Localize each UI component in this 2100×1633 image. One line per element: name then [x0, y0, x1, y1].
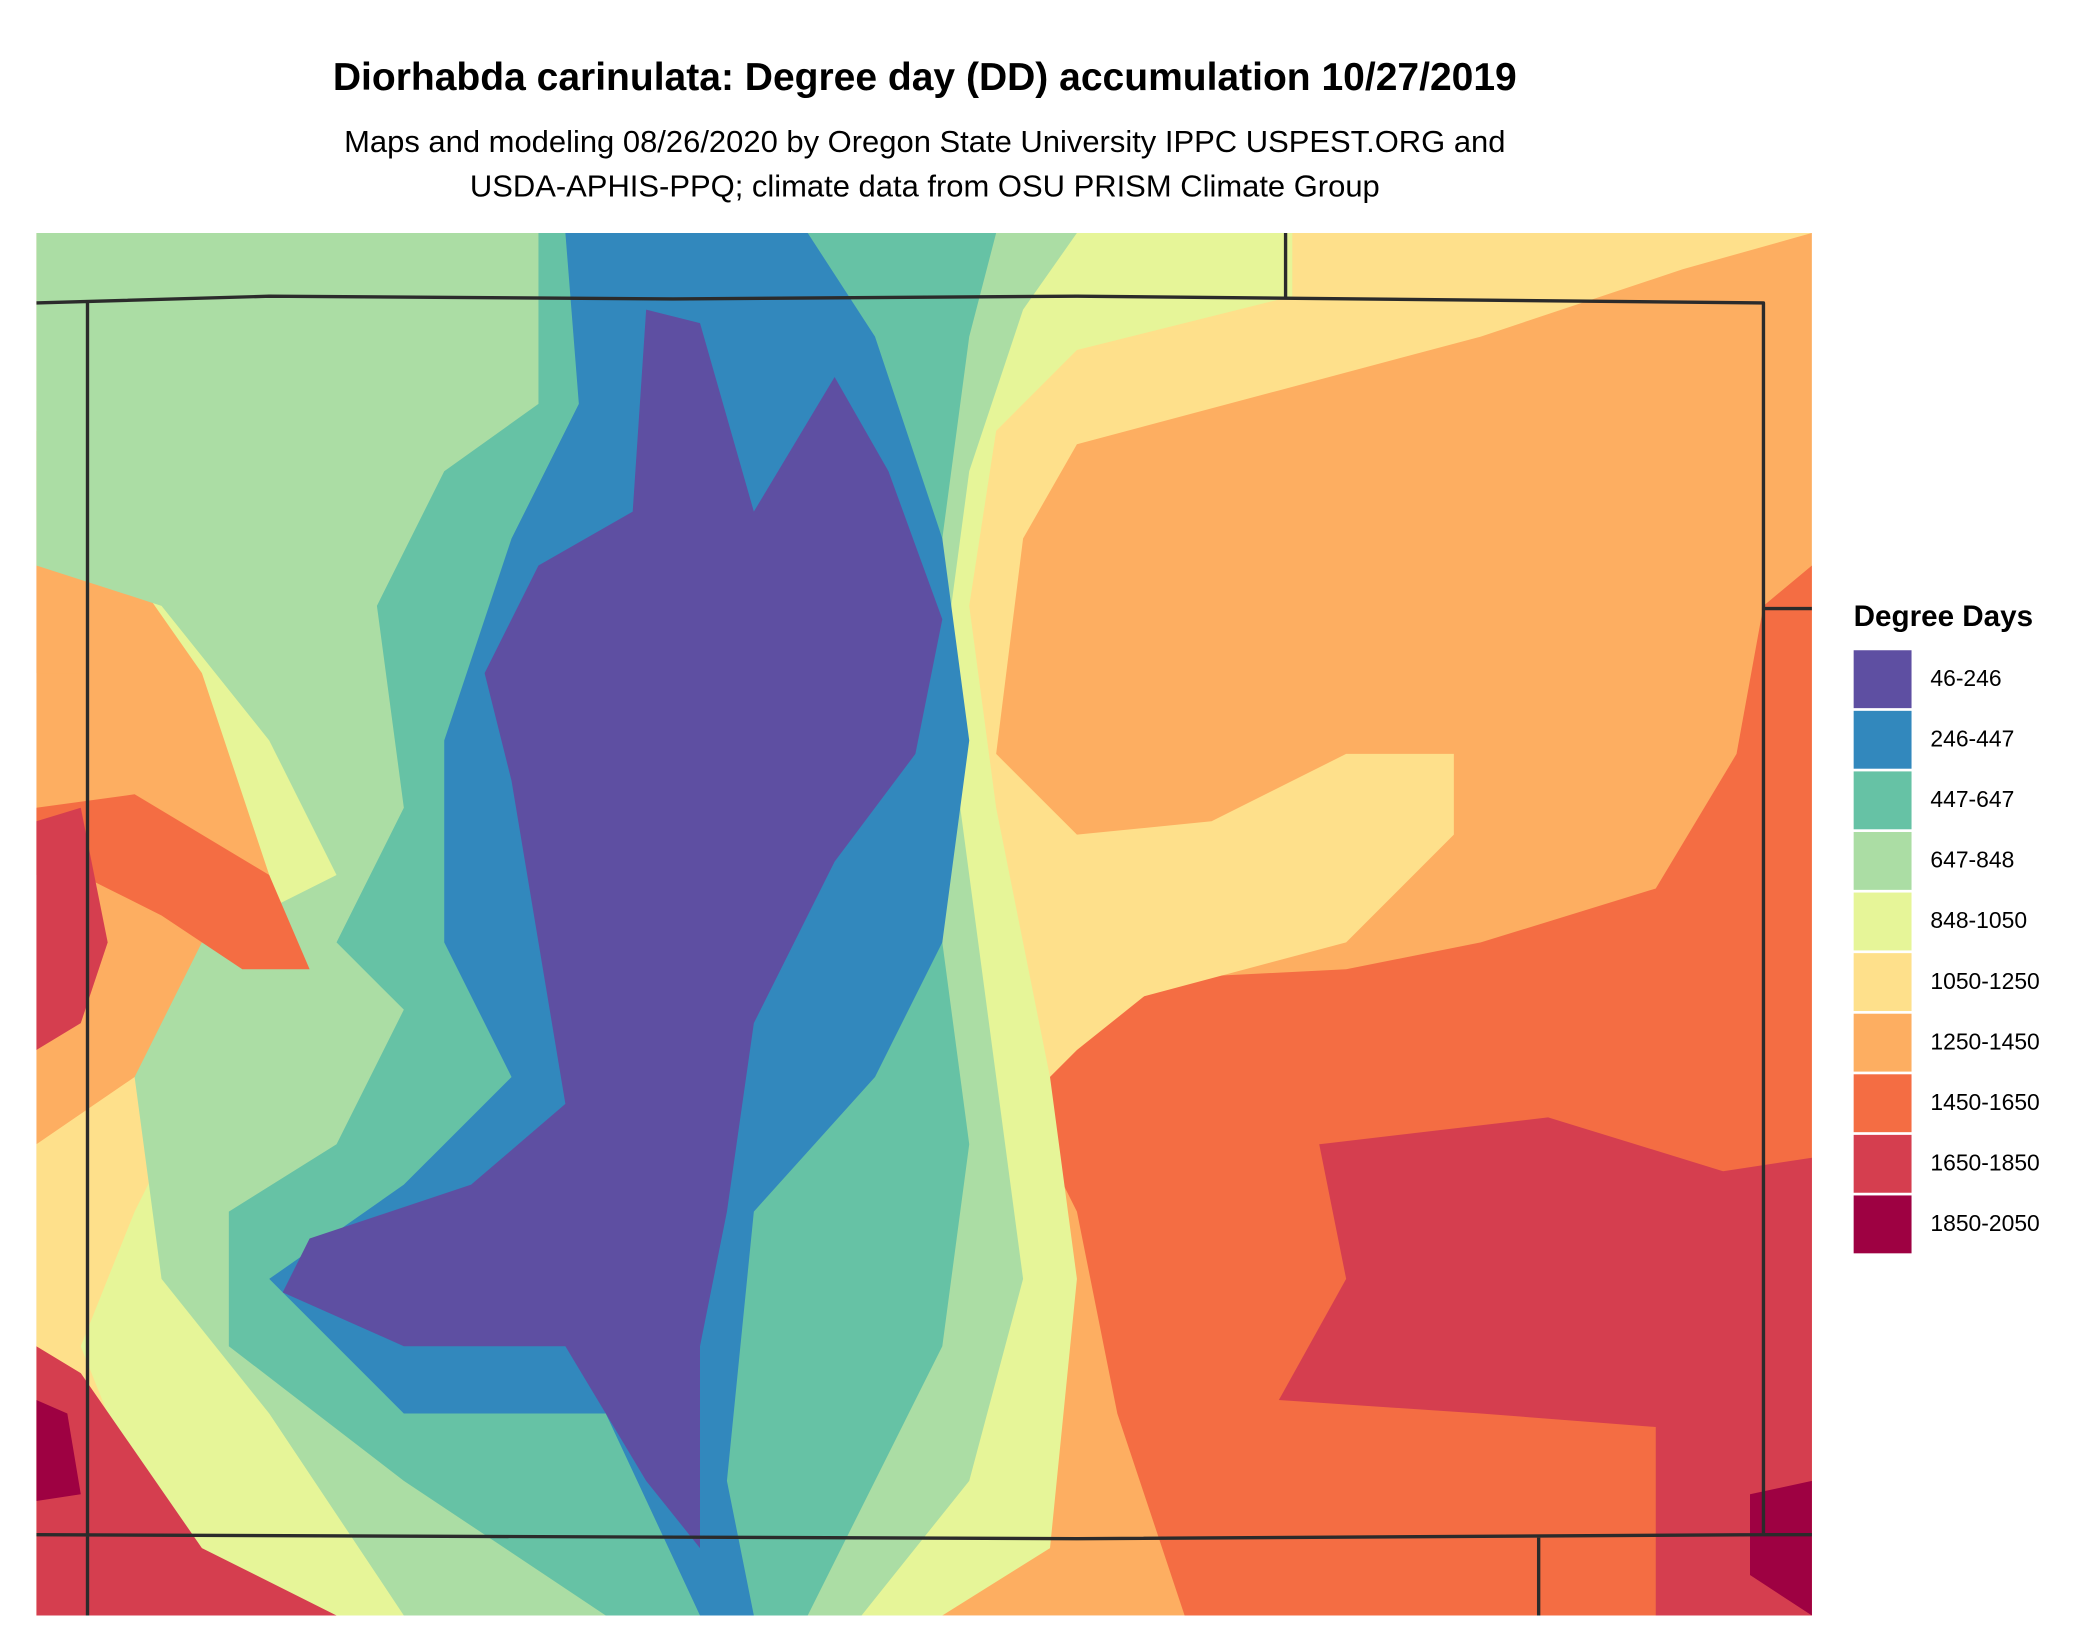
zone: [1750, 1480, 1812, 1616]
raster: [36, 232, 1812, 1616]
zone: [36, 1346, 337, 1616]
zone: [282, 309, 943, 1549]
legend-label: 1850-2050: [1930, 1210, 2039, 1236]
legend-swatch: [1853, 710, 1912, 769]
legend-swatch: [1853, 892, 1912, 951]
legend-swatch: [1853, 650, 1912, 709]
map-subtitle: USDA-APHIS-PPQ; climate data from OSU PR…: [470, 169, 1380, 204]
state-border: [36, 232, 1812, 1616]
legend-label: 246-447: [1930, 725, 2014, 751]
legend-label: 1050-1250: [1930, 968, 2039, 994]
legend-label: 1650-1850: [1930, 1150, 2039, 1176]
legend-swatch: [1853, 1074, 1912, 1133]
legend-label: 1450-1650: [1930, 1089, 2039, 1115]
legend-label: 1250-1450: [1930, 1028, 2039, 1054]
legend-label: 647-848: [1930, 847, 2014, 873]
map-title: Diorhabda carinulata: Degree day (DD) ac…: [333, 56, 1517, 99]
zone: [36, 1400, 81, 1502]
legend-swatch: [1853, 1134, 1912, 1193]
legend-title: Degree Days: [1854, 600, 2033, 633]
legend-swatch: [1853, 771, 1912, 830]
legend: 46-246 246-447 447-647 647-848 848-1050 1050-…: [1853, 650, 2040, 1254]
legend-swatch: [1853, 953, 1912, 1012]
legend-swatch: [1853, 831, 1912, 890]
legend-label: 848-1050: [1930, 907, 2027, 933]
zone: [1278, 1117, 1812, 1616]
legend-swatch: [1853, 1013, 1912, 1072]
zone: [36, 794, 310, 970]
legend-label: 447-647: [1930, 786, 2014, 812]
zone: [36, 807, 108, 1051]
legend-swatch: [1853, 1195, 1912, 1254]
map-subtitle: Maps and modeling 08/26/2020 by Oregon S…: [344, 124, 1505, 159]
legend-label: 46-246: [1930, 665, 2001, 691]
